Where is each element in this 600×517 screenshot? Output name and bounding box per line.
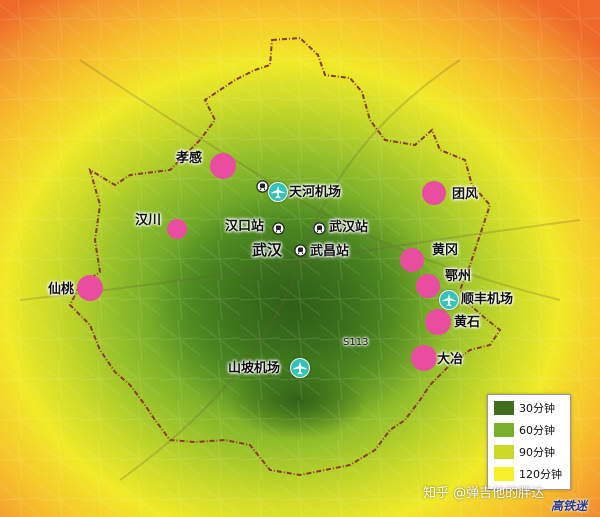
city-dot-huanggang — [400, 248, 424, 272]
city-dot-tuanfeng — [422, 181, 446, 205]
airport-icon-tianhe — [268, 182, 288, 202]
legend-label-90: 90分钟 — [519, 446, 555, 459]
city-dot-huangshi — [425, 309, 451, 335]
legend-swatch-60 — [494, 423, 514, 437]
label-tianhe-airport: 天河机场 — [289, 185, 342, 200]
legend-label-60: 60分钟 — [519, 424, 555, 437]
label-xiantao: 仙桃 — [48, 282, 75, 297]
label-shunfeng-airport: 顺丰机场 — [461, 292, 514, 307]
rail-station-icon-wuhan — [313, 222, 326, 235]
legend-item-60: 60分钟 — [494, 422, 555, 438]
label-road-s113: S113 — [343, 337, 369, 348]
legend-swatch-90 — [494, 445, 514, 459]
label-huangshi: 黄石 — [454, 315, 481, 330]
airport-icon-shanpo — [290, 358, 310, 378]
rail-station-icon-hankou — [272, 222, 285, 235]
legend-label-30: 30分钟 — [519, 402, 555, 415]
highways — [19, 59, 581, 481]
legend-swatch-120 — [494, 467, 514, 481]
logo: 高铁迷 — [551, 499, 588, 513]
city-dot-hanchuan — [167, 219, 187, 239]
legend-swatch-30 — [494, 401, 514, 415]
label-xiaogan: 孝感 — [176, 151, 203, 166]
legend-item-120: 120分钟 — [494, 466, 562, 482]
airport-icon-shunfeng — [439, 290, 459, 310]
label-ezhou: 鄂州 — [445, 269, 472, 284]
label-tuanfeng: 团风 — [452, 187, 479, 202]
legend: 30分钟 60分钟 90分钟 120分钟 — [487, 394, 571, 490]
city-dot-daye — [411, 345, 437, 371]
legend-item-90: 90分钟 — [494, 444, 555, 460]
label-wuhan: 武汉 — [252, 241, 283, 259]
legend-label-120: 120分钟 — [519, 468, 562, 481]
legend-item-30: 30分钟 — [494, 400, 555, 416]
label-daye: 大冶 — [437, 352, 464, 367]
label-wuchang-station: 武昌站 — [310, 244, 350, 259]
label-hankou-station: 汉口站 — [225, 219, 265, 234]
watermark: 知乎 @弹吉他的胖达 — [423, 486, 545, 501]
city-dot-xiantao — [77, 275, 103, 301]
label-huanggang: 黄冈 — [432, 243, 459, 258]
rail-station-icon-wuchang — [294, 244, 307, 257]
label-shanpo-airport: 山坡机场 — [228, 361, 281, 376]
label-hanchuan: 汉川 — [135, 213, 162, 228]
city-dot-xiaogan — [210, 153, 236, 179]
city-dot-ezhou — [416, 274, 440, 298]
label-wuhan-station: 武汉站 — [329, 220, 369, 235]
